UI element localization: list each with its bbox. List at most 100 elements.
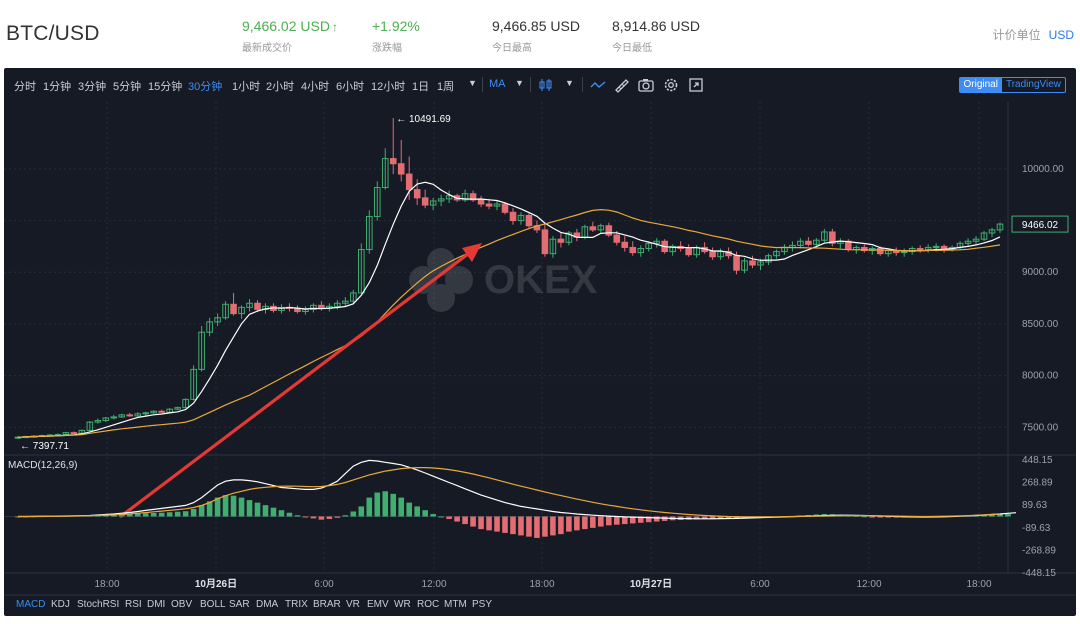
indicator-tab-vr[interactable]: VR [346, 599, 360, 610]
macd-histogram-bar [526, 516, 532, 537]
candle-body [485, 203, 493, 207]
up-arrow-icon: ↑ [331, 20, 338, 34]
candle-body [916, 247, 924, 251]
indicator-tab-roc[interactable]: ROC [417, 599, 440, 610]
candle-body [206, 321, 213, 333]
fullscreen-icon[interactable] [687, 76, 705, 94]
macd-histogram-bar [693, 516, 700, 520]
indicator-tab-sar[interactable]: SAR [229, 599, 250, 610]
interval-12[interactable]: 1周 [437, 81, 455, 93]
macd-histogram-bar [590, 516, 596, 528]
interval-7[interactable]: 2小时 [266, 81, 295, 93]
annotation-arrow-head [462, 243, 482, 262]
view-original-button[interactable]: Original [959, 78, 1002, 92]
price-chart[interactable]: 10000.009500.009000.008500.008000.007500… [4, 68, 1076, 616]
quote-unit-selector[interactable]: USD [1048, 28, 1074, 42]
camera-icon[interactable] [637, 76, 655, 94]
interval-9[interactable]: 6小时 [336, 81, 365, 93]
candle-body [389, 158, 397, 165]
macd-histogram-bar [214, 497, 221, 517]
indicator-tab-dmi[interactable]: DMI [147, 599, 166, 610]
indicator-tab-mtm[interactable]: MTM [444, 599, 467, 610]
macd-histogram-bar [230, 495, 237, 517]
candle-body [118, 414, 126, 418]
indicator-tab-wr[interactable]: WR [394, 599, 411, 610]
macd-histogram-bar [366, 497, 373, 517]
indicator-tab-brar[interactable]: BRAR [313, 599, 341, 610]
macd-histogram-bar [478, 516, 484, 530]
macd-histogram-bar [278, 510, 285, 517]
indicator-tab-rsi[interactable]: RSI [125, 599, 142, 610]
candle-body [525, 214, 533, 227]
candle-body [358, 249, 365, 294]
time-tick-label: 6:00 [750, 579, 770, 590]
candle-type-icon[interactable] [537, 76, 555, 94]
macd-dea-line [18, 467, 1001, 518]
candle-body [565, 232, 573, 243]
macd-histogram-bar [709, 516, 716, 519]
candle-body [653, 240, 660, 244]
line-type-icon[interactable] [589, 76, 607, 94]
indicator-tab-boll[interactable]: BOLL [200, 599, 226, 610]
interval-1[interactable]: 1分钟 [43, 81, 72, 93]
last-price-stat: 9,466.02 USD ↑ 最新成交价 [242, 18, 338, 54]
macd-histogram-bar [222, 495, 229, 517]
quote-unit-label: 计价单位 [992, 28, 1041, 42]
indicator-tab-trix[interactable]: TRIX [285, 599, 308, 610]
high-label: 今日最高 [492, 43, 532, 54]
indicator-tab-stochrsi[interactable]: StochRSI [77, 599, 120, 610]
macd-histogram-bar [334, 516, 341, 518]
macd-histogram-bar [198, 505, 205, 517]
indicator-tab-emv[interactable]: EMV [367, 599, 389, 610]
candle-body [437, 198, 445, 202]
macd-label: MACD(12,26,9) [8, 460, 77, 471]
candle-body [70, 432, 78, 435]
draw-tool-icon[interactable] [613, 76, 631, 94]
change-stat: +1.92% 涨跌幅 [372, 18, 420, 54]
candle-body [493, 203, 501, 207]
indicator-tab-psy[interactable]: PSY [472, 599, 493, 610]
macd-histogram-bar [637, 516, 644, 523]
macd-histogram-bar [422, 510, 428, 517]
price-tick-label: 7500.00 [1022, 422, 1059, 433]
interval-4[interactable]: 15分钟 [148, 81, 183, 93]
interval-10[interactable]: 12小时 [371, 81, 406, 93]
view-tradingview-button[interactable]: TradingView [1005, 79, 1061, 90]
interval-3[interactable]: 5分钟 [113, 81, 142, 93]
macd-histogram-bar [613, 516, 620, 525]
interval-6[interactable]: 1小时 [232, 81, 261, 93]
candle-body [805, 240, 812, 245]
candle-body [246, 302, 253, 308]
macd-histogram-bar [454, 516, 460, 522]
interval-11[interactable]: 1日 [412, 81, 430, 93]
indicator-tab-dma[interactable]: DMA [256, 599, 279, 610]
gear-icon[interactable] [662, 76, 680, 94]
macd-histogram-bar [166, 512, 173, 517]
candle-body [477, 199, 485, 205]
interval-0[interactable]: 分时 [14, 81, 36, 93]
indicator-tab-macd[interactable]: MACD [16, 599, 46, 610]
candle-body [597, 225, 605, 231]
macd-tick-label: -268.89 [1022, 545, 1056, 556]
indicator-caret-icon[interactable]: ▼ [515, 78, 524, 88]
candle-type-caret-icon[interactable]: ▼ [565, 78, 574, 88]
interval-8[interactable]: 4小时 [301, 81, 330, 93]
macd-histogram-bar [502, 516, 508, 533]
interval-2[interactable]: 3分钟 [78, 81, 107, 93]
indicator-tab-kdj[interactable]: KDJ [51, 599, 70, 610]
indicator-selector[interactable]: MA [489, 78, 506, 90]
change-value: +1.92% [372, 18, 420, 34]
view-switch: Original TradingView [958, 77, 1066, 93]
candle-body [445, 195, 453, 200]
interval-5[interactable]: 30分钟 [188, 81, 223, 93]
candle-body [405, 173, 413, 191]
macd-histogram-bar [438, 516, 444, 518]
candle-body [860, 246, 868, 252]
interval-more-caret-icon[interactable]: ▼ [468, 78, 477, 88]
indicator-tab-obv[interactable]: OBV [171, 599, 193, 610]
candle-body [310, 304, 317, 310]
price-tick-label: 10000.00 [1022, 164, 1064, 175]
candle-body [988, 229, 996, 234]
macd-histogram-bar [997, 514, 1003, 517]
time-tick-label: 10月26日 [195, 578, 237, 590]
